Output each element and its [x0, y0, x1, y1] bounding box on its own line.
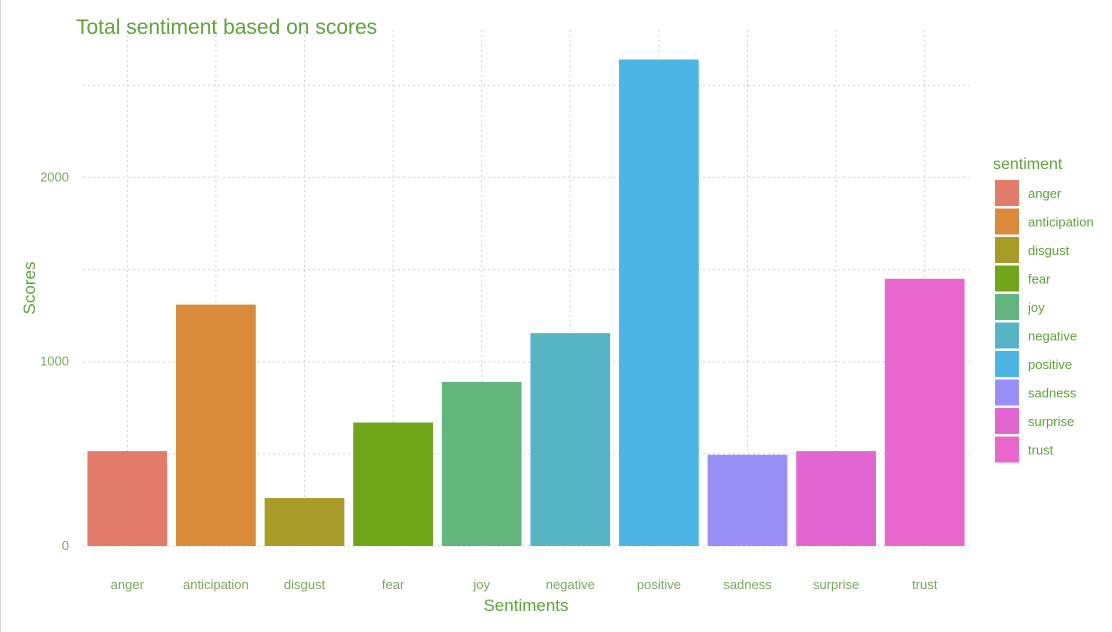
bar-fear	[353, 422, 433, 546]
x-tick-label-disgust: disgust	[284, 577, 326, 592]
y-tick-label: 1000	[40, 354, 69, 369]
legend-swatch-fear	[995, 265, 1019, 292]
x-tick-label-trust: trust	[912, 577, 938, 592]
bar-negative	[530, 333, 611, 546]
legend-swatch-anticipation	[995, 208, 1019, 235]
chart-title: Total sentiment based on scores	[76, 16, 377, 39]
legend-label-trust: trust	[1028, 443, 1054, 458]
x-axis-title: Sentiments	[483, 596, 568, 615]
legend-swatch-positive	[995, 351, 1019, 377]
legend-swatch-negative	[995, 322, 1019, 349]
bar-positive	[619, 59, 699, 546]
bar-trust	[884, 278, 965, 546]
legend-swatch-trust	[995, 436, 1019, 463]
bar-disgust	[264, 498, 345, 546]
y-axis-title: Scores	[20, 262, 39, 315]
legend-swatch-surprise	[995, 408, 1019, 434]
y-tick-label: 0	[62, 538, 69, 553]
x-tick-label-anger: anger	[111, 577, 145, 592]
legend-label-fear: fear	[1028, 272, 1051, 287]
x-tick-label-joy: joy	[472, 577, 490, 592]
legend-swatch-joy	[995, 294, 1019, 320]
bar-sadness	[707, 454, 788, 546]
y-tick-label: 2000	[40, 169, 69, 184]
x-tick-label-surprise: surprise	[813, 577, 859, 592]
legend-label-joy: joy	[1027, 300, 1045, 315]
bar-anticipation	[176, 304, 256, 546]
legend-label-anticipation: anticipation	[1028, 215, 1094, 230]
legend-swatch-sadness	[995, 379, 1019, 406]
legend-label-sadness: sadness	[1028, 386, 1077, 401]
legend-label-negative: negative	[1028, 329, 1077, 344]
legend-label-surprise: surprise	[1028, 414, 1074, 429]
x-tick-label-fear: fear	[382, 577, 405, 592]
x-tick-label-positive: positive	[637, 577, 681, 592]
legend-swatch-anger	[995, 180, 1019, 206]
legend-title: sentiment	[993, 156, 1063, 173]
legend-label-positive: positive	[1028, 357, 1072, 372]
x-tick-label-anticipation: anticipation	[183, 577, 249, 592]
x-tick-label-sadness: sadness	[723, 577, 772, 592]
legend-label-anger: anger	[1028, 186, 1062, 201]
bar-surprise	[796, 451, 876, 546]
bar-joy	[441, 381, 522, 546]
legend-swatch-disgust	[995, 237, 1019, 263]
bar-anger	[87, 451, 168, 546]
legend-label-disgust: disgust	[1028, 243, 1070, 258]
x-tick-label-negative: negative	[546, 577, 595, 592]
